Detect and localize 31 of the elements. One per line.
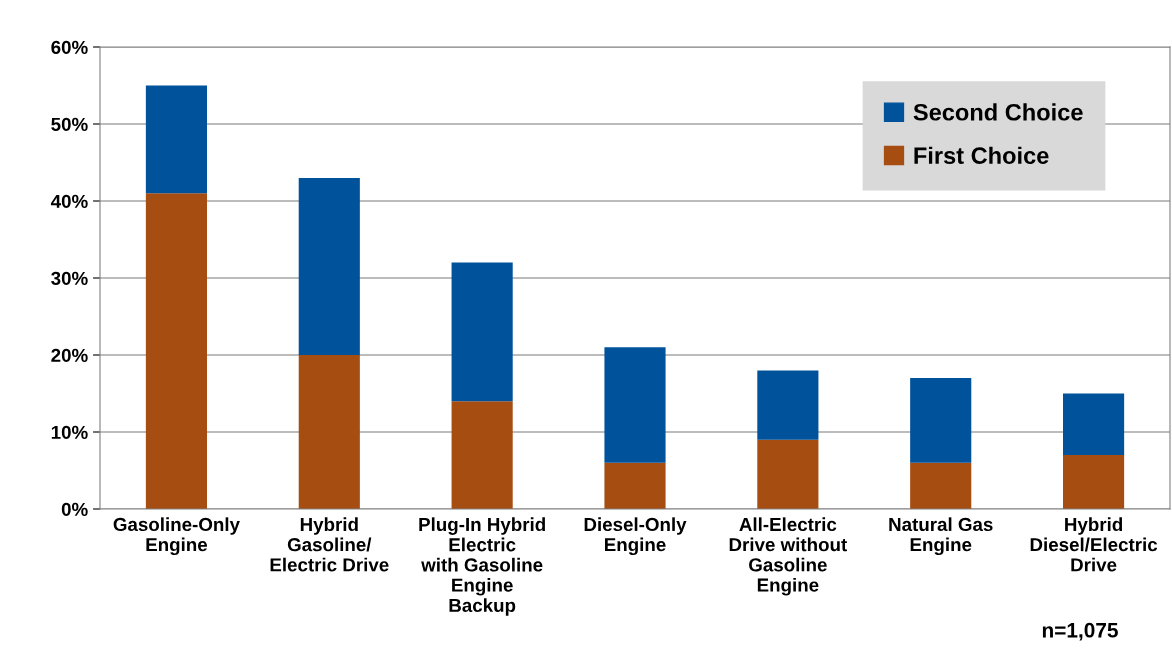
bar [757, 370, 819, 440]
y-tick-label: 20% [51, 348, 88, 362]
bar [145, 85, 207, 194]
text: n=1,075 [1042, 622, 1118, 641]
bar [757, 439, 819, 509]
bar [298, 177, 360, 355]
y-tick-label: 40% [50, 194, 88, 208]
legend-label: Second Choice [913, 103, 1083, 121]
bar [604, 347, 666, 463]
y-tick-label: 50% [51, 117, 88, 131]
y-tick-label: 60% [51, 40, 88, 54]
bar [910, 462, 972, 509]
bar [604, 462, 666, 509]
bar [1063, 455, 1125, 509]
legend-label: First Choice [914, 146, 1049, 165]
x-tick-label: Diesel-Only Engine [584, 517, 687, 556]
x-tick-label: All-Electric Drive without Gasoline Engine [729, 517, 848, 596]
bar [451, 401, 513, 509]
x-tick-label: Plug-In Hybrid Electric with Gasoline Engine Backup [419, 517, 545, 616]
y-tick-label: 0% [61, 502, 88, 516]
x-tick-label: Natural Gas Engine [889, 517, 993, 556]
y-tick-label: 30% [51, 271, 88, 285]
bar [910, 378, 972, 463]
x-tick-label: Hybrid Gasoline/ Electric Drive [270, 517, 389, 572]
x-tick-label: Hybrid Diesel/Electric Drive [1030, 517, 1158, 572]
bar [145, 193, 207, 509]
bar [1063, 393, 1125, 456]
bar [451, 262, 513, 402]
bar [298, 355, 360, 509]
x-tick-label: Gasoline-Only Engine [113, 517, 240, 556]
y-tick-label: 10% [51, 425, 88, 439]
